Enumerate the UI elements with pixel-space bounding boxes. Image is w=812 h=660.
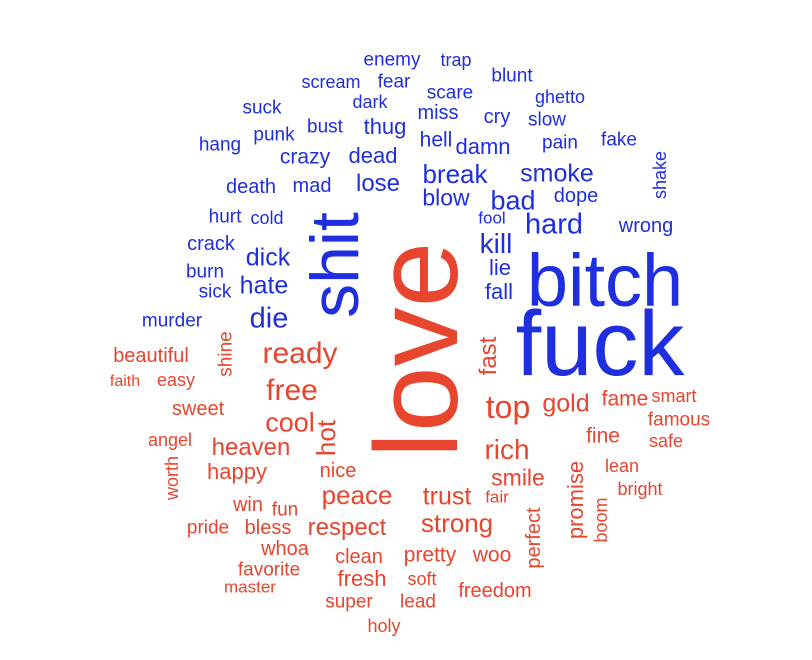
word-death: death (225, 176, 277, 198)
word-suck: suck (242, 97, 282, 119)
word-bitch: bitch (526, 239, 684, 322)
word-smoke: smoke (520, 159, 594, 188)
word-trust: trust (422, 482, 472, 511)
word-lead: lead (400, 591, 436, 613)
word-win: win (232, 494, 264, 516)
word-burn: burn (185, 261, 225, 283)
word-sick: sick (198, 281, 232, 303)
word-favorite: favorite (237, 559, 301, 581)
word-dick: dick (245, 243, 291, 272)
word-boom: boom (591, 497, 611, 543)
word-wrong: wrong (618, 215, 674, 237)
word-promise: promise (563, 460, 588, 540)
word-pretty: pretty (403, 543, 457, 567)
word-perfect: perfect (523, 507, 545, 569)
word-peace: peace (321, 480, 393, 510)
word-blow: blow (422, 184, 470, 211)
word-strong: strong (420, 508, 494, 538)
word-hard: hard (524, 208, 584, 241)
word-worth: worth (162, 455, 182, 501)
word-scare: scare (426, 82, 474, 104)
word-free: free (266, 374, 318, 407)
word-fuck: fuck (515, 293, 685, 395)
word-fake: fake (601, 129, 637, 151)
word-enemy: enemy (363, 49, 421, 71)
word-fame: fame (601, 387, 649, 411)
word-fine: fine (586, 424, 620, 448)
word-happy: happy (207, 459, 267, 484)
word-soft: soft (407, 569, 437, 589)
word-love: love (351, 241, 483, 459)
word-fear: fear (377, 71, 411, 93)
word-nice: nice (319, 460, 357, 482)
word-mad: mad (292, 175, 332, 197)
word-hate: hate (239, 271, 289, 300)
word-smart: smart (651, 386, 697, 406)
word-ghetto: ghetto (534, 87, 586, 107)
word-thug: thug (363, 114, 407, 139)
word-safe: safe (648, 431, 684, 451)
word-smile: smile (491, 464, 545, 491)
word-miss: miss (417, 102, 459, 124)
word-lean: lean (604, 456, 640, 476)
word-bad: bad (490, 185, 536, 216)
word-lose: lose (355, 170, 401, 197)
word-kill: kill (479, 228, 513, 259)
word-heaven: heaven (211, 434, 291, 461)
word-fool: fool (478, 208, 506, 228)
word-gold: gold (542, 389, 590, 418)
word-scream: scream (301, 72, 361, 92)
word-beautiful: beautiful (113, 345, 189, 367)
word-cold: cold (250, 208, 284, 228)
word-fall: fall (484, 279, 514, 304)
word-cry: cry (483, 106, 511, 128)
word-crazy: crazy (279, 145, 331, 169)
word-crack: crack (187, 233, 235, 255)
word-fair: fair (485, 487, 509, 507)
word-pain: pain (542, 132, 578, 154)
word-die: die (249, 302, 289, 335)
word-break: break (422, 159, 488, 189)
word-slow: slow (527, 109, 567, 131)
word-whoa: whoa (261, 538, 309, 560)
word-damn: damn (455, 134, 511, 159)
word-shake: shake (650, 150, 670, 200)
word-bless: bless (244, 517, 292, 539)
word-hell: hell (419, 128, 453, 152)
word-super: super (325, 591, 373, 613)
word-famous: famous (647, 409, 711, 431)
word-blunt: blunt (491, 65, 533, 87)
word-murder: murder (141, 310, 203, 332)
word-dead: dead (348, 143, 398, 168)
word-easy: easy (156, 370, 196, 390)
word-hot: hot (311, 419, 341, 457)
word-master: master (224, 577, 276, 597)
word-woo: woo (472, 543, 512, 567)
word-angel: angel (147, 430, 193, 450)
word-cool: cool (265, 407, 315, 438)
word-fun: fun (271, 499, 299, 521)
word-faith: faith (109, 373, 141, 390)
word-hurt: hurt (208, 206, 242, 228)
word-top: top (485, 389, 531, 425)
word-respect: respect (307, 514, 387, 541)
word-punk: punk (253, 124, 295, 146)
word-dope: dope (553, 185, 599, 207)
word-holy: holy (367, 616, 401, 636)
word-pride: pride (186, 517, 230, 539)
word-hang: hang (198, 134, 242, 156)
word-ready: ready (262, 337, 338, 370)
word-dark: dark (352, 92, 388, 112)
word-lie: lie (488, 255, 512, 280)
word-bust: bust (307, 116, 343, 138)
word-sweet: sweet (171, 398, 225, 420)
word-clean: clean (335, 546, 383, 568)
word-bright: bright (617, 479, 663, 499)
word-trap: trap (440, 50, 472, 70)
word-rich: rich (484, 434, 530, 465)
word-shine: shine (215, 331, 237, 377)
word-freedom: freedom (458, 580, 532, 602)
word-fresh: fresh (337, 566, 387, 591)
